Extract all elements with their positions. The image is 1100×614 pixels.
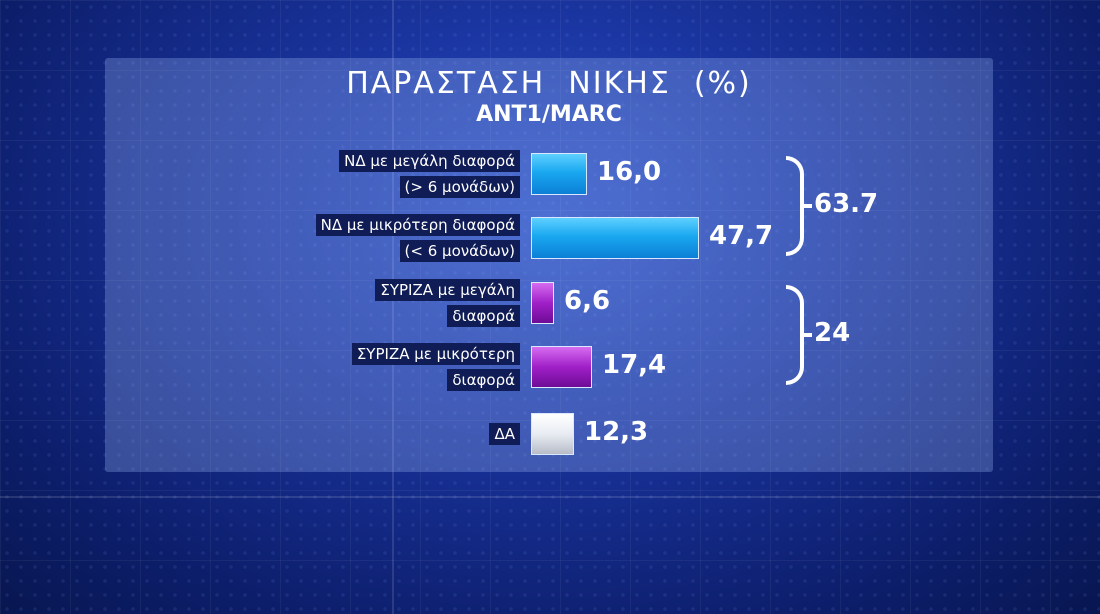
bar bbox=[531, 413, 574, 455]
chart-panel bbox=[105, 58, 993, 472]
chart-subtitle: ANT1/MARC bbox=[476, 102, 622, 127]
category-label-line: διαφορά bbox=[447, 305, 520, 327]
category-label-line: (< 6 μονάδων) bbox=[399, 240, 520, 262]
value-label: 47,7 bbox=[709, 221, 774, 251]
bar bbox=[531, 282, 554, 324]
category-label: ΣΥΡΙΖΑ με μεγάλη διαφορά bbox=[375, 277, 520, 329]
category-label: ΔΑ bbox=[489, 421, 520, 447]
value-label: 6,6 bbox=[564, 286, 611, 316]
background-line-horizontal bbox=[0, 496, 1100, 498]
group-total-label: 24 bbox=[814, 318, 851, 348]
group-brace bbox=[786, 285, 812, 385]
category-label-line: ΣΥΡΙΖΑ με μικρότερη bbox=[351, 343, 520, 365]
category-label-line: διαφορά bbox=[447, 369, 520, 391]
value-label: 16,0 bbox=[597, 157, 662, 187]
category-label-line: ΔΑ bbox=[489, 423, 520, 445]
category-label-line: ΣΥΡΙΖΑ με μεγάλη bbox=[375, 279, 520, 301]
category-label-line: ΝΔ με μικρότερη διαφορά bbox=[315, 214, 520, 236]
category-label: ΣΥΡΙΖΑ με μικρότερη διαφορά bbox=[351, 341, 520, 393]
group-brace bbox=[786, 156, 812, 256]
bar bbox=[531, 346, 592, 388]
value-label: 17,4 bbox=[602, 350, 667, 380]
category-label-line: (> 6 μονάδων) bbox=[399, 176, 520, 198]
group-total-label: 63.7 bbox=[814, 189, 879, 219]
category-label-line: ΝΔ με μεγάλη διαφορά bbox=[339, 150, 520, 172]
category-label: ΝΔ με μεγάλη διαφορά (> 6 μονάδων) bbox=[339, 148, 520, 200]
category-label: ΝΔ με μικρότερη διαφορά (< 6 μονάδων) bbox=[315, 212, 520, 264]
chart-title: ΠΑΡΑΣΤΑΣΗ ΝΙΚΗΣ (%) bbox=[346, 66, 752, 101]
bar bbox=[531, 153, 587, 195]
bar bbox=[531, 217, 699, 259]
background-line-vertical bbox=[392, 0, 394, 614]
value-label: 12,3 bbox=[584, 417, 649, 447]
